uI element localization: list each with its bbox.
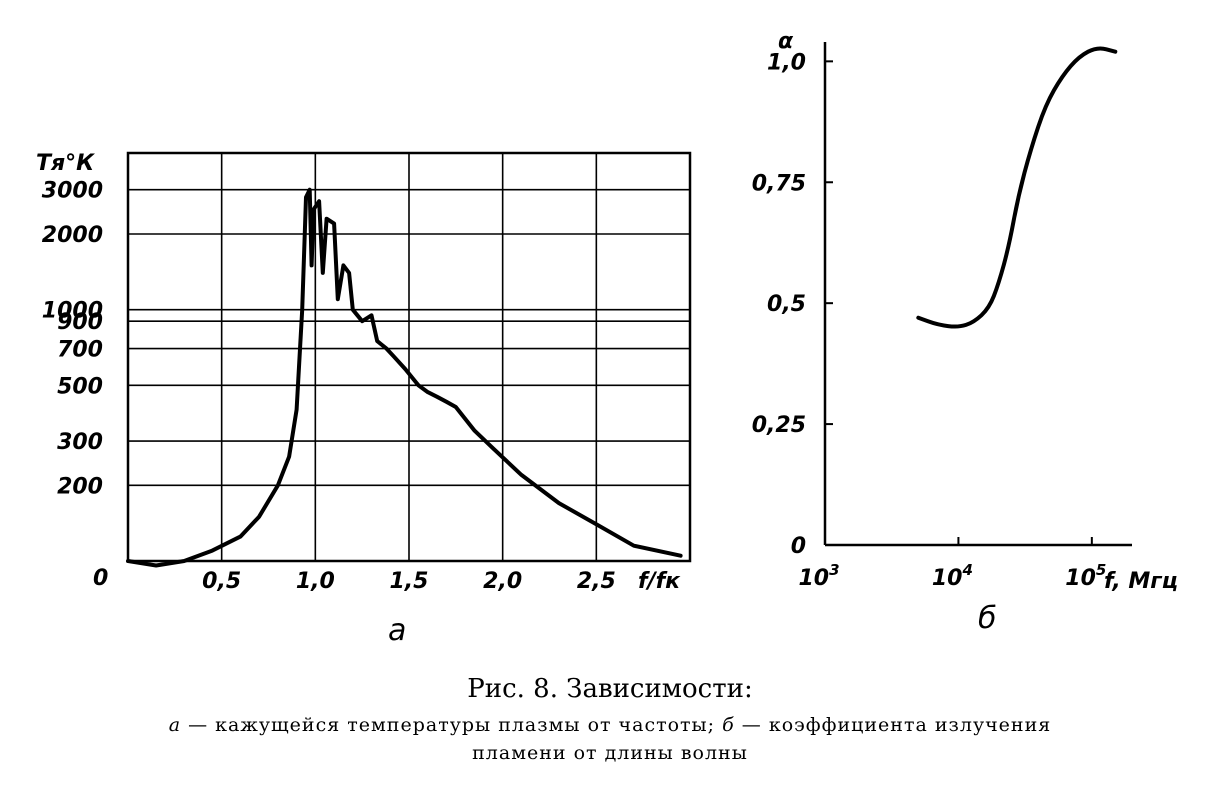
panel-a-y-tick-label: 300	[57, 430, 103, 455]
caption-line-2: пламени от длины волны	[472, 742, 748, 764]
caption-letter-b: б	[722, 714, 735, 736]
panel-a-x-tick-label: 2,5	[577, 569, 616, 594]
panel-b-y-label: α	[778, 29, 794, 54]
panel-b-y-ticks: 0 0,25 0,5 0,75 1,0	[752, 50, 833, 559]
panel-b-x-ticks: 103 104 105	[798, 537, 1106, 591]
panel-a-series-line	[126, 187, 683, 568]
caption-text-b: — коэффициента излучения	[735, 714, 1052, 736]
panel-a-x-tick-label: 1,0	[296, 569, 335, 594]
panel-a-grid	[128, 153, 690, 561]
panel-b-x-label: f, Мгц	[1104, 569, 1178, 594]
panel-a-x-tick-label: 0,5	[202, 569, 241, 594]
panel-a-y-tick-label: 700	[57, 338, 103, 363]
panel-b: 0 0,25 0,5 0,75 1,0 103 104 105 α f, Мгц б	[752, 29, 1178, 636]
panel-b-letter: б	[978, 601, 997, 636]
panel-b-y-tick-label: 0,5	[767, 292, 806, 317]
panel-a-x-ticks: 0,5 1,0 1,5 2,0 2,5	[202, 569, 616, 594]
panel-a-x-label: f/fк	[638, 569, 681, 594]
panel-b-y-tick-label: 1,0	[767, 50, 806, 75]
panel-b-x-tick-label: 103	[798, 561, 839, 591]
panel-b-x-tick-label: 105	[1065, 561, 1106, 591]
panel-b-y-tick-label: 0,25	[752, 413, 806, 438]
panel-b-series-line	[916, 46, 1118, 329]
panel-a-y-tick-label: 200	[57, 474, 103, 499]
panel-a-y-label: Тя°К	[36, 151, 95, 176]
panel-b-y-tick-label: 0	[791, 534, 806, 559]
caption-line-1: а — кажущейся температуры плазмы от част…	[169, 714, 1052, 736]
panel-a-origin-label: 0	[93, 566, 108, 591]
caption-text-a: — кажущейся температуры плазмы от частот…	[181, 714, 722, 736]
panel-a-y-tick-label: 3000	[42, 179, 103, 204]
caption-letter-a: а	[169, 714, 181, 736]
panel-a-letter: а	[388, 613, 406, 648]
panel-a-x-tick-label: 1,5	[390, 569, 429, 594]
figure-caption: Рис. 8. Зависимости: а — кажущейся темпе…	[169, 674, 1052, 764]
panel-a-y-tick-label: 500	[57, 374, 103, 399]
panel-b-x-tick-label: 104	[932, 561, 973, 591]
panel-a-y-tick-label: 2000	[42, 223, 103, 248]
panel-b-y-tick-label: 0,75	[752, 171, 806, 196]
panel-a-x-tick-label: 2,0	[483, 569, 522, 594]
panel-a-y-tick-label: 900	[57, 310, 103, 335]
panel-a-y-tick-label: 1000	[42, 299, 103, 324]
caption-title: Рис. 8. Зависимости:	[467, 674, 752, 704]
